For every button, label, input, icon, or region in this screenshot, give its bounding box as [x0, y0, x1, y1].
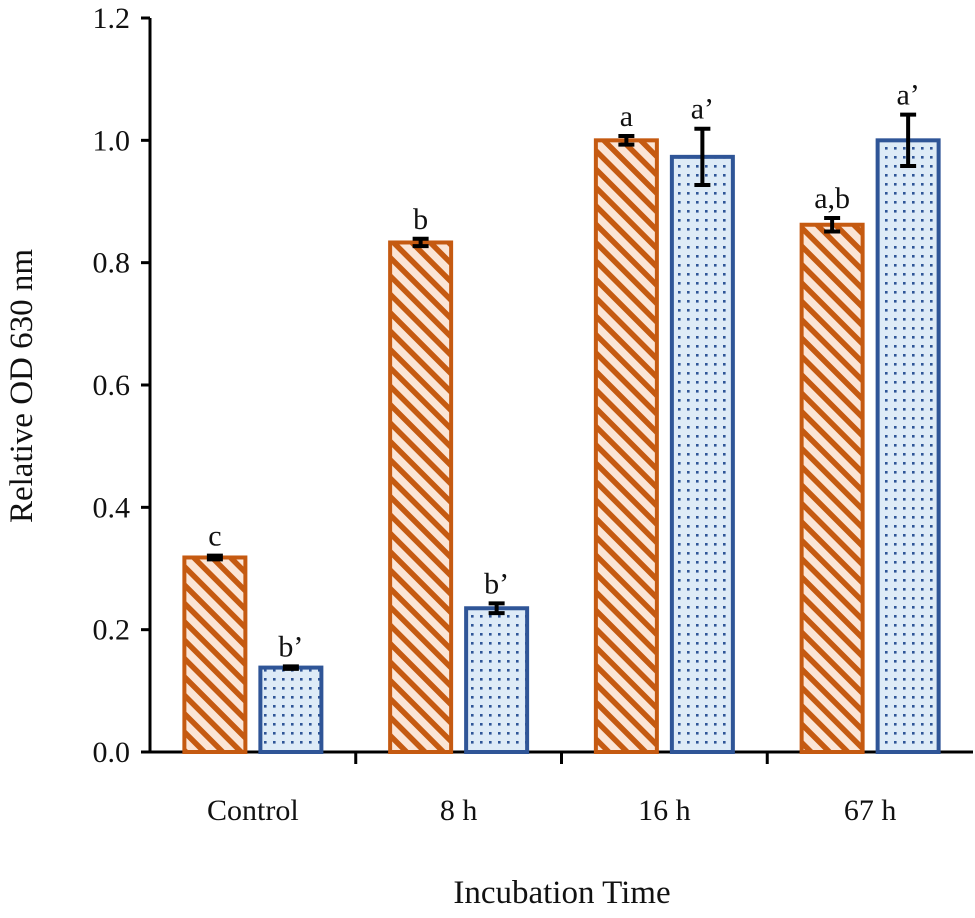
y-tick-label: 0.6	[93, 369, 131, 402]
y-tick-label: 1.0	[93, 124, 131, 157]
significance-label: a	[620, 100, 633, 133]
bar	[182, 555, 248, 754]
significance-label: b’	[484, 567, 509, 600]
bar	[669, 154, 735, 754]
bar	[593, 138, 659, 755]
bar	[875, 138, 941, 755]
y-tick-label: 0.8	[93, 247, 131, 280]
y-tick-label: 1.2	[93, 2, 131, 35]
significance-label: b’	[278, 630, 303, 663]
significance-label: b	[413, 203, 428, 236]
bar	[258, 665, 324, 755]
x-tick-label: 67 h	[844, 794, 897, 827]
bar	[799, 222, 865, 754]
y-tick-label: 0.0	[93, 736, 131, 769]
significance-label: a,b	[814, 182, 850, 215]
x-tick-label: Control	[207, 794, 299, 827]
significance-label: c	[208, 520, 221, 553]
bar	[388, 240, 454, 755]
bar	[464, 606, 530, 755]
x-tick-label: 8 h	[440, 794, 478, 827]
x-tick-label: 16 h	[638, 794, 691, 827]
y-axis-title: Relative OD 630 nm	[4, 249, 40, 523]
x-axis-title: Incubation Time	[453, 875, 670, 911]
y-tick-label: 0.4	[93, 491, 131, 524]
y-tick-label: 0.2	[93, 614, 131, 647]
significance-label: a’	[896, 79, 919, 112]
significance-label: a’	[691, 93, 714, 126]
